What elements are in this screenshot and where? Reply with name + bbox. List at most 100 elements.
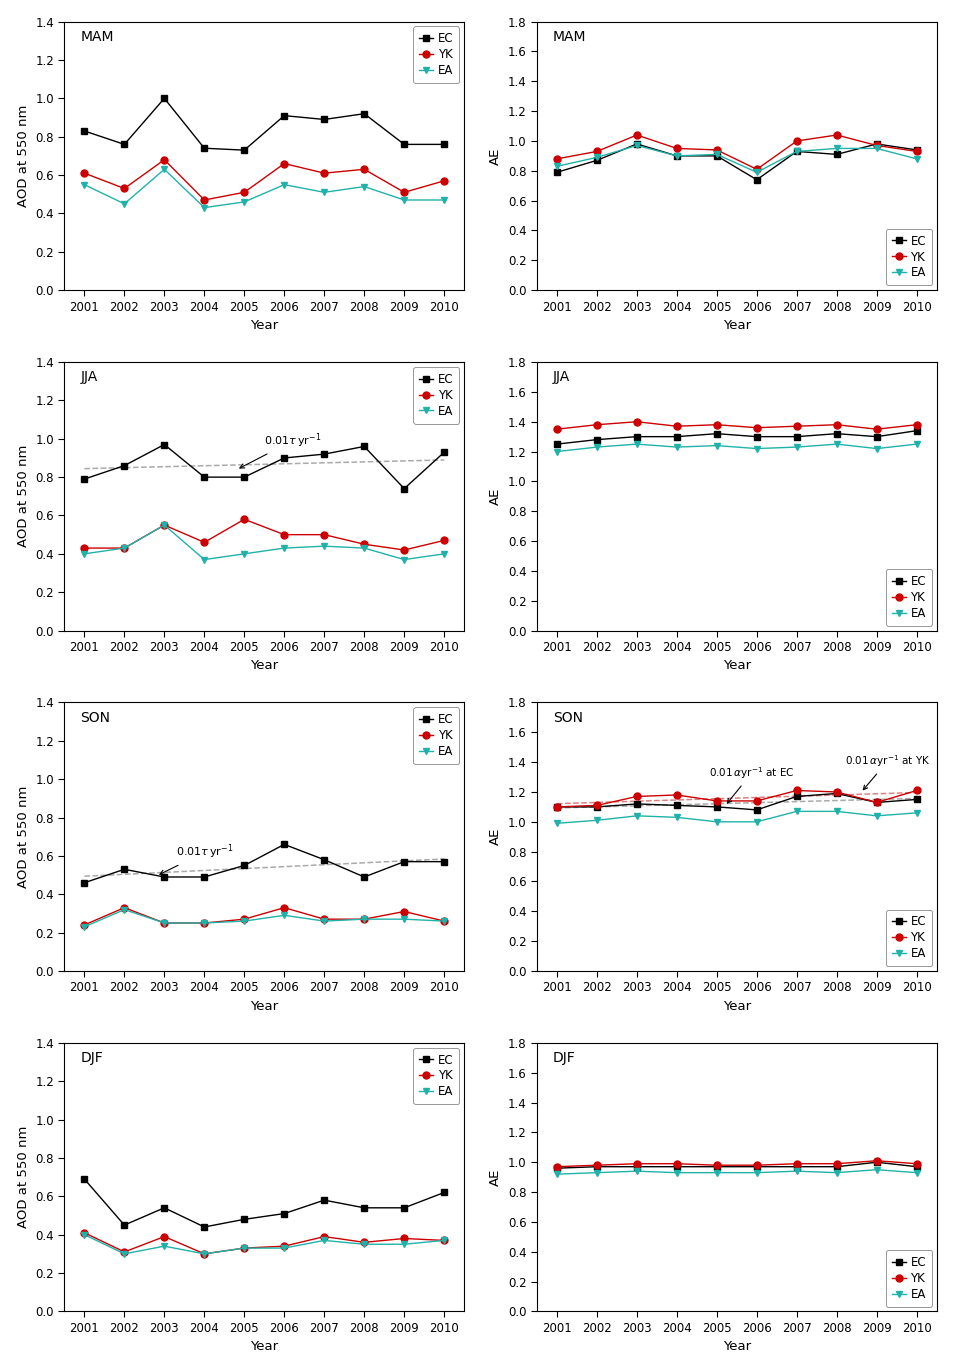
YK bbox=[791, 782, 802, 799]
X-axis label: Year: Year bbox=[723, 1340, 751, 1354]
Text: $0.01\,\alpha\rm{yr}^{-1}$ at EC: $0.01\,\alpha\rm{yr}^{-1}$ at EC bbox=[709, 766, 795, 803]
Legend: EC, YK, EA: EC, YK, EA bbox=[886, 910, 932, 966]
Text: JJA: JJA bbox=[553, 370, 570, 384]
Y-axis label: AOD at 550 nm: AOD at 550 nm bbox=[16, 1126, 30, 1229]
EA bbox=[238, 1240, 250, 1256]
Legend: EC, YK, EA: EC, YK, EA bbox=[886, 569, 932, 626]
Text: SON: SON bbox=[81, 711, 111, 725]
EC bbox=[79, 471, 90, 488]
EA bbox=[711, 1164, 723, 1181]
EC bbox=[79, 123, 90, 140]
EA bbox=[871, 808, 882, 825]
YK bbox=[591, 797, 603, 814]
EA bbox=[791, 144, 802, 160]
YK bbox=[791, 418, 802, 434]
EC bbox=[199, 140, 210, 156]
EA bbox=[159, 162, 170, 178]
Line: YK: YK bbox=[554, 132, 921, 173]
EA bbox=[199, 200, 210, 216]
EC bbox=[752, 171, 763, 188]
YK bbox=[199, 192, 210, 208]
YK bbox=[358, 536, 370, 552]
Legend: EC, YK, EA: EC, YK, EA bbox=[886, 229, 932, 285]
YK bbox=[199, 1245, 210, 1262]
YK bbox=[358, 1234, 370, 1251]
EA bbox=[238, 912, 250, 929]
YK bbox=[399, 184, 410, 200]
YK bbox=[752, 793, 763, 810]
EC bbox=[591, 1159, 603, 1175]
EC bbox=[831, 426, 843, 443]
EC bbox=[711, 799, 723, 815]
Text: $0.01\tau\,\rm{yr}^{-1}$: $0.01\tau\,\rm{yr}^{-1}$ bbox=[160, 843, 234, 874]
EA bbox=[399, 551, 410, 567]
Line: EA: EA bbox=[554, 441, 921, 455]
EC bbox=[279, 1206, 290, 1222]
EA bbox=[791, 803, 802, 819]
YK bbox=[159, 915, 170, 932]
YK bbox=[159, 516, 170, 533]
YK bbox=[438, 173, 450, 189]
EC bbox=[399, 136, 410, 152]
YK bbox=[279, 155, 290, 171]
EA bbox=[752, 440, 763, 456]
EA bbox=[591, 149, 603, 166]
Text: $0.01\,\alpha\rm{yr}^{-1}$ at YK: $0.01\,\alpha\rm{yr}^{-1}$ at YK bbox=[845, 754, 930, 789]
EC bbox=[711, 1159, 723, 1175]
YK bbox=[118, 181, 130, 197]
YK bbox=[399, 1230, 410, 1247]
Line: YK: YK bbox=[554, 418, 921, 433]
YK bbox=[752, 162, 763, 178]
YK bbox=[118, 540, 130, 556]
YK bbox=[438, 1232, 450, 1248]
EA bbox=[591, 1164, 603, 1181]
YK bbox=[358, 162, 370, 178]
EC bbox=[399, 481, 410, 497]
EA bbox=[438, 545, 450, 562]
EC bbox=[671, 429, 682, 445]
EC bbox=[318, 1192, 330, 1208]
Line: EC: EC bbox=[554, 1159, 921, 1171]
Y-axis label: AOD at 550 nm: AOD at 550 nm bbox=[16, 104, 30, 207]
YK bbox=[552, 151, 563, 167]
EC bbox=[871, 429, 882, 445]
EC bbox=[631, 1159, 643, 1175]
EA bbox=[438, 192, 450, 208]
EA bbox=[318, 538, 330, 555]
Y-axis label: AOD at 550 nm: AOD at 550 nm bbox=[16, 445, 30, 548]
EA bbox=[118, 1245, 130, 1262]
EC bbox=[159, 90, 170, 107]
Line: EC: EC bbox=[554, 427, 921, 448]
EA bbox=[911, 1164, 923, 1181]
EA bbox=[79, 919, 90, 936]
EA bbox=[199, 551, 210, 567]
Y-axis label: AE: AE bbox=[489, 488, 503, 506]
EA bbox=[318, 912, 330, 929]
EC bbox=[791, 1159, 802, 1175]
EC bbox=[438, 854, 450, 870]
EC bbox=[752, 429, 763, 445]
EA bbox=[911, 436, 923, 452]
Line: YK: YK bbox=[554, 1158, 921, 1170]
EA bbox=[752, 1164, 763, 1181]
Line: YK: YK bbox=[554, 786, 921, 811]
X-axis label: Year: Year bbox=[250, 1000, 279, 1012]
Line: EC: EC bbox=[81, 441, 448, 492]
EC bbox=[752, 1159, 763, 1175]
YK bbox=[238, 911, 250, 927]
EC bbox=[631, 136, 643, 152]
YK bbox=[238, 1240, 250, 1256]
YK bbox=[438, 532, 450, 548]
EC bbox=[552, 436, 563, 452]
Legend: EC, YK, EA: EC, YK, EA bbox=[413, 26, 459, 84]
YK bbox=[631, 1155, 643, 1171]
EC bbox=[238, 469, 250, 485]
YK bbox=[911, 782, 923, 799]
EA bbox=[399, 192, 410, 208]
EA bbox=[871, 1162, 882, 1178]
YK bbox=[711, 793, 723, 810]
YK bbox=[711, 416, 723, 433]
YK bbox=[318, 1229, 330, 1245]
Y-axis label: AE: AE bbox=[489, 1169, 503, 1186]
EA bbox=[752, 814, 763, 830]
